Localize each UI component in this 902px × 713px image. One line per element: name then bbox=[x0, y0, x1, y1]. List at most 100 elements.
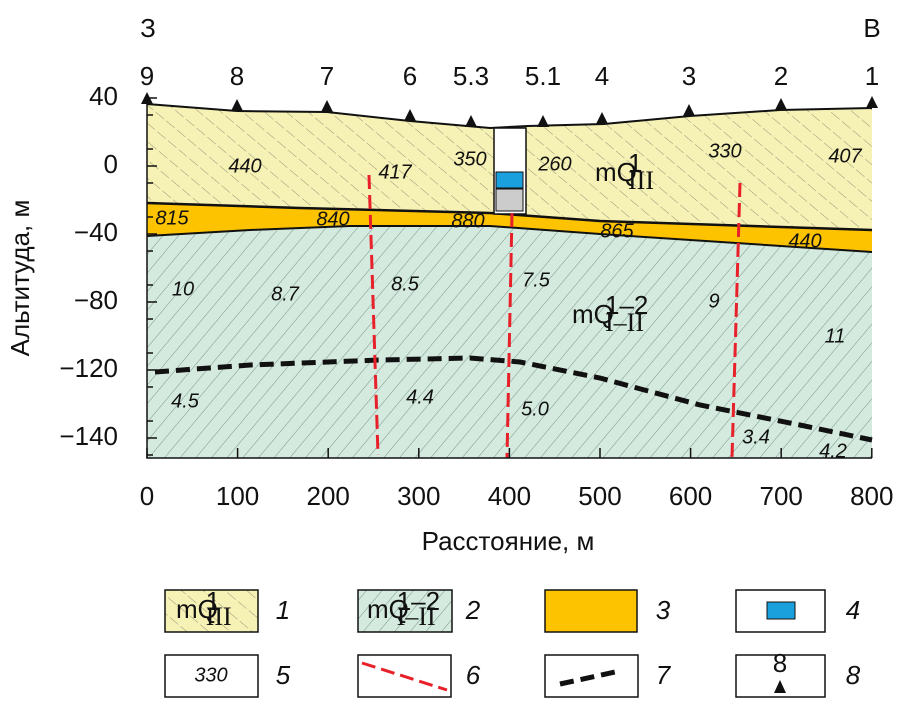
resistivity-label: 840 bbox=[316, 208, 349, 230]
legend-number: 6 bbox=[466, 660, 481, 690]
layer-boundary bbox=[146, 201, 873, 232]
y-tick-label: 0 bbox=[104, 149, 118, 179]
station-label: 8 bbox=[230, 61, 244, 91]
x-axis-label: Расстояние, м bbox=[422, 526, 595, 556]
resistivity-label: 865 bbox=[600, 220, 634, 242]
legend-sample: 330 bbox=[194, 664, 227, 686]
resistivity-label: 440 bbox=[788, 230, 821, 252]
station-marker bbox=[404, 109, 416, 121]
resistivity-label: 407 bbox=[828, 145, 862, 167]
x-tick-label: 200 bbox=[307, 481, 350, 511]
legend-number: 8 bbox=[846, 660, 861, 690]
legend-marker bbox=[774, 680, 786, 693]
x-tick-label: 300 bbox=[397, 481, 440, 511]
legend-box bbox=[164, 654, 259, 698]
fault bbox=[505, 212, 514, 459]
resistivity-label: 8.7 bbox=[271, 283, 300, 305]
well-filter bbox=[495, 171, 524, 189]
resistivity-label: 440 bbox=[228, 155, 261, 177]
x-tick-label: 500 bbox=[578, 481, 621, 511]
formation-sub: I–II bbox=[605, 308, 644, 337]
station-label: 5.3 bbox=[453, 61, 489, 91]
legend-fault bbox=[361, 661, 448, 692]
resistivity-label: 417 bbox=[378, 161, 412, 183]
station-label: 9 bbox=[140, 61, 154, 91]
formation-sub: III bbox=[206, 602, 232, 631]
legend-station: 8 bbox=[773, 648, 787, 678]
station-marker bbox=[866, 96, 878, 108]
formation-sup: 1 bbox=[206, 586, 220, 616]
formation-sub: I–II bbox=[397, 602, 436, 631]
station-label: 2 bbox=[774, 61, 788, 91]
resistivity-label: 11 bbox=[825, 325, 846, 347]
formation-sub: III bbox=[628, 166, 654, 195]
legend-number: 3 bbox=[656, 595, 671, 625]
legend-number: 4 bbox=[846, 595, 860, 625]
legend-box bbox=[164, 589, 259, 633]
formation-sup: 1–2 bbox=[397, 586, 440, 616]
station-marker bbox=[537, 115, 549, 127]
station-label: 1 bbox=[865, 61, 879, 91]
resistivity-label: 260 bbox=[537, 153, 571, 175]
station-marker bbox=[596, 112, 608, 124]
side-label: З bbox=[140, 13, 156, 43]
x-tick-label: 100 bbox=[216, 481, 259, 511]
y-tick-label: −140 bbox=[59, 421, 118, 451]
resistivity-label: 5.0 bbox=[521, 398, 549, 420]
legend-number: 1 bbox=[276, 595, 290, 625]
legend-filter bbox=[766, 601, 796, 620]
well-sump bbox=[495, 188, 524, 212]
legend-number: 7 bbox=[656, 660, 672, 690]
surface-line bbox=[146, 103, 873, 130]
formation-label: mQ bbox=[176, 594, 218, 624]
legend-number: 5 bbox=[276, 660, 291, 690]
fault bbox=[367, 174, 380, 456]
resistivity-label: 9 bbox=[708, 290, 719, 312]
legend-box bbox=[544, 589, 638, 633]
resistivity-label: 4.2 bbox=[819, 440, 847, 462]
x-tick-label: 0 bbox=[140, 481, 154, 511]
y-tick-label: −80 bbox=[74, 285, 118, 315]
resistivity-label: 880 bbox=[451, 210, 484, 232]
x-tick-label: 800 bbox=[850, 481, 893, 511]
formation-label: mQ bbox=[367, 594, 409, 624]
y-tick-label: −40 bbox=[74, 217, 118, 247]
x-tick-label: 600 bbox=[669, 481, 712, 511]
x-tick-label: 700 bbox=[760, 481, 803, 511]
y-axis-label: Альтитуда, м bbox=[5, 200, 35, 357]
section bbox=[146, 98, 873, 459]
resistivity-label: 8.5 bbox=[391, 273, 420, 295]
resistivity-label: 7.5 bbox=[522, 269, 551, 291]
layer-boundary bbox=[146, 225, 873, 253]
resistivity-label: 815 bbox=[155, 207, 189, 229]
resistivity-label: 3.4 bbox=[742, 426, 770, 448]
station-marker bbox=[231, 99, 243, 111]
x-tick-label: 400 bbox=[488, 481, 531, 511]
station-marker bbox=[321, 100, 333, 112]
station-marker bbox=[775, 98, 787, 110]
station-label: 6 bbox=[403, 61, 417, 91]
station-marker bbox=[465, 115, 477, 127]
side-label: В bbox=[863, 13, 880, 43]
station-label: 5.1 bbox=[525, 61, 561, 91]
station-label: 7 bbox=[320, 61, 334, 91]
formation-sup: 1–2 bbox=[605, 290, 648, 320]
y-tick-label: −120 bbox=[59, 353, 118, 383]
station-label: 3 bbox=[682, 61, 696, 91]
resistivity-label: 350 bbox=[453, 148, 486, 170]
resistivity-label: 10 bbox=[172, 278, 194, 300]
station-label: 4 bbox=[595, 61, 609, 91]
formation-label: mQ bbox=[595, 157, 637, 187]
resistivity-label: 4.5 bbox=[171, 390, 200, 412]
resistivity-label: 330 bbox=[708, 140, 741, 162]
resistivity-label: 4.4 bbox=[406, 386, 434, 408]
formation-sup: 1 bbox=[628, 148, 642, 178]
y-tick-label: 40 bbox=[89, 81, 118, 111]
legend-box bbox=[357, 589, 453, 633]
fault bbox=[730, 182, 742, 459]
aquitard-line bbox=[154, 355, 873, 443]
legend-number: 2 bbox=[465, 595, 481, 625]
formation-label: mQ bbox=[572, 299, 614, 329]
legend-aquitard bbox=[559, 669, 616, 687]
